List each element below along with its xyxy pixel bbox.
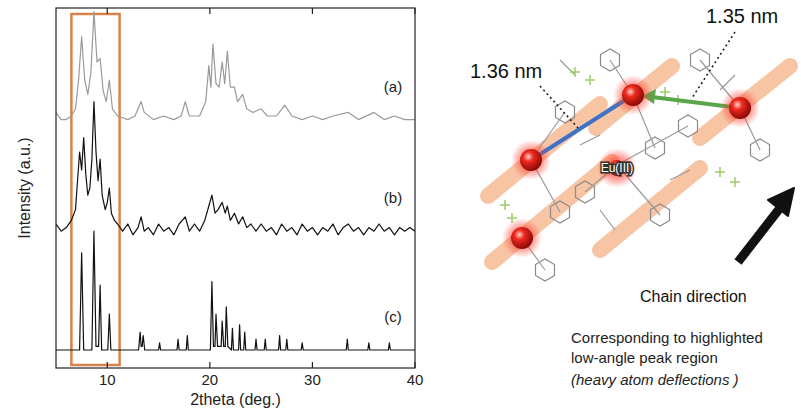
- x-tick-label: 10: [99, 371, 116, 388]
- figure: (a) (b) (c) 10 20 30 40 2theta (deg.) Intensity …: [0, 0, 801, 414]
- distance-label: 1.36 nm: [470, 60, 542, 82]
- caption-line: Corresponding to highlighted: [571, 329, 763, 346]
- xrd-trace: [56, 12, 415, 120]
- eu-glow: [511, 140, 551, 180]
- eu-glow: [613, 75, 653, 115]
- fluorine-bond: [589, 75, 591, 85]
- x-tick: [414, 362, 415, 368]
- eu-atom: [520, 149, 542, 171]
- chain-arrow-head: [768, 188, 794, 216]
- x-tick: [209, 8, 210, 14]
- series-label: (c): [384, 308, 402, 325]
- eu-glow: [720, 88, 760, 128]
- leader-line: [540, 86, 578, 128]
- y-axis-title: Intensity (a.u.): [16, 137, 33, 238]
- x-tick-label: 30: [304, 371, 321, 388]
- ligand-bond: [600, 210, 615, 230]
- xrd-trace: [56, 231, 415, 350]
- caption-note: (heavy atom deflections ): [571, 371, 739, 388]
- x-tick: [312, 362, 313, 368]
- x-tick: [414, 8, 415, 14]
- x-tick: [107, 362, 108, 368]
- ligand-bond: [670, 170, 690, 180]
- eu-glow: [597, 148, 637, 188]
- fluorine-bond: [719, 167, 721, 177]
- eu-atom: [622, 84, 644, 106]
- eu-atom: [729, 97, 751, 119]
- fluorine-bond: [664, 87, 666, 97]
- eu-atom: [511, 227, 533, 249]
- series-group: [56, 12, 415, 350]
- leader-line: [692, 32, 735, 98]
- x-tick-label: 40: [407, 371, 424, 388]
- plot-frame: [56, 8, 415, 368]
- series-label: (a): [384, 78, 402, 95]
- series-label: (b): [384, 189, 402, 206]
- ligand-bond: [720, 75, 735, 90]
- fluorine-bond: [504, 200, 506, 210]
- atom-label: Eu(III): [601, 161, 634, 175]
- x-tick: [209, 362, 210, 368]
- arrow-label: Chain direction: [640, 288, 747, 305]
- x-axis-title: 2theta (deg.): [190, 391, 281, 408]
- x-tick-label: 20: [202, 371, 219, 388]
- xrd-trace: [56, 102, 415, 235]
- x-tick: [312, 8, 313, 14]
- eu-glow: [502, 218, 542, 258]
- structure-diagram: 1.36 nm 1.35 nm Eu(III) Chain direction Corr…: [470, 5, 794, 388]
- distance-label: 1.35 nm: [706, 5, 778, 27]
- fluorine-bond: [734, 177, 736, 187]
- x-tick: [107, 8, 108, 14]
- fluorine-bond: [574, 67, 576, 77]
- chain-arrow: [738, 208, 780, 262]
- caption-line: low-angle peak region: [571, 349, 718, 366]
- ligand-bond: [580, 135, 600, 145]
